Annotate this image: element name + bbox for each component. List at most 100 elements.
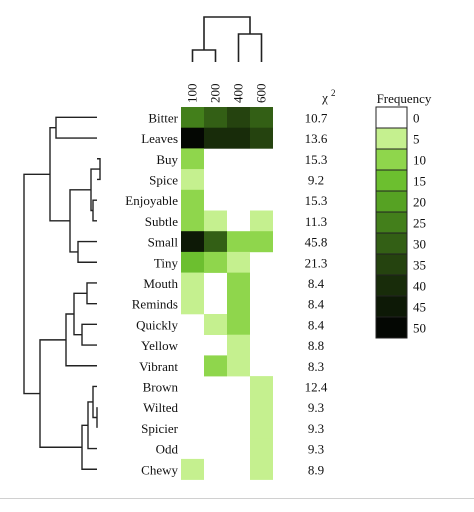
column-label: 400 — [231, 84, 246, 104]
chi-square-value: 8.4 — [308, 297, 325, 312]
heatmap-cell — [250, 438, 273, 460]
column-dendrogram-branch — [203, 16, 251, 50]
column-label: 100 — [185, 84, 200, 104]
legend-tick-label: 15 — [413, 174, 426, 189]
column-label: 600 — [254, 84, 269, 104]
row-dendrogram-branch — [86, 282, 97, 305]
row-label: Subtle — [145, 214, 178, 229]
legend-swatch — [375, 148, 408, 171]
heatmap-cell — [181, 169, 204, 191]
chi-square-value: 9.3 — [308, 421, 324, 436]
legend-tick-label: 10 — [413, 153, 426, 168]
chi-square-value: 15.3 — [305, 193, 328, 208]
chi-square-value: 8.8 — [308, 338, 324, 353]
legend-swatch — [375, 316, 408, 339]
row-label: Tiny — [154, 255, 179, 270]
heatmap-cell — [181, 127, 204, 149]
row-label: Mouth — [143, 276, 178, 291]
row-label: Bitter — [148, 110, 178, 125]
heatmap-cell — [181, 189, 204, 211]
heatmap-cell — [204, 231, 227, 253]
legend-tick-label: 30 — [413, 237, 426, 252]
row-label: Chewy — [141, 462, 178, 477]
chi-square-value: 8.4 — [308, 317, 325, 332]
chi-square-value: 21.3 — [305, 255, 328, 270]
heatmap-cell — [250, 417, 273, 439]
row-dendrogram-branch — [73, 292, 87, 336]
heatmap-cell — [227, 355, 250, 377]
heatmap-cell — [227, 127, 250, 149]
row-label: Reminds — [132, 297, 178, 312]
legend-swatch — [375, 274, 408, 297]
heatmap-cell — [181, 107, 204, 128]
chi-square-value: 45.8 — [305, 235, 328, 250]
row-label: Leaves — [141, 131, 178, 146]
chi-square-value: 9.3 — [308, 400, 324, 415]
chi-square-value: 13.6 — [305, 131, 328, 146]
legend-tick-label: 0 — [413, 111, 420, 126]
legend-swatch — [375, 190, 408, 213]
legend-swatch — [375, 127, 408, 150]
heatmap-cell — [204, 127, 227, 149]
chi-square-value: 9.3 — [308, 442, 324, 457]
legend-tick-label: 40 — [413, 279, 426, 294]
heatmap-cell — [250, 396, 273, 418]
legend-title: Frequency — [377, 91, 432, 106]
row-dendrogram-branch — [69, 189, 91, 253]
heatmap-cell — [204, 210, 227, 232]
heatmap-cell — [181, 293, 204, 315]
chi-square-header: χ — [321, 90, 328, 105]
heatmap-cell — [227, 334, 250, 356]
row-dendrogram-branch — [49, 126, 70, 222]
chi-square-value: 8.9 — [308, 462, 324, 477]
row-label: Small — [148, 235, 179, 250]
row-label: Odd — [156, 442, 179, 457]
legend-swatch — [375, 211, 408, 234]
heatmap-cell — [181, 231, 204, 253]
heatmap-cell — [250, 376, 273, 398]
heatmap-cell — [204, 251, 227, 273]
bottom-divider — [0, 498, 474, 499]
heatmap-cell — [181, 148, 204, 170]
legend-tick-label: 50 — [413, 321, 426, 336]
row-label: Brown — [143, 379, 179, 394]
chi-square-superscript: 2 — [331, 88, 336, 98]
row-dendrogram-branch — [81, 323, 97, 346]
heatmap-cell — [227, 293, 250, 315]
column-dendrogram-branch — [237, 33, 263, 62]
row-label: Buy — [156, 152, 178, 167]
row-dendrogram-branch — [81, 424, 97, 470]
legend-swatch — [375, 253, 408, 276]
legend-tick-label: 45 — [413, 300, 426, 315]
heatmap-cell — [250, 127, 273, 149]
legend-tick-label: 25 — [413, 216, 426, 231]
heatmap-cell — [204, 107, 227, 128]
row-dendrogram-branch — [92, 199, 97, 222]
heatmap-cell — [181, 272, 204, 294]
legend-swatch — [375, 232, 408, 255]
column-dendrogram-branch — [191, 49, 217, 62]
heatmap-cell — [250, 458, 273, 480]
heatmap-cell — [250, 231, 273, 253]
legend-tick-label: 35 — [413, 258, 426, 273]
legend-tick-label: 5 — [413, 132, 420, 147]
heatmap-cell — [250, 107, 273, 128]
column-label: 200 — [208, 84, 223, 104]
heatmap-cell — [227, 231, 250, 253]
heatmap-cell — [181, 458, 204, 480]
row-label: Spicier — [141, 421, 178, 436]
heatmap-cell — [227, 107, 250, 128]
legend-swatch — [375, 106, 408, 129]
heatmap-cell — [181, 210, 204, 232]
heatmap-cell — [181, 251, 204, 273]
heatmap-cell — [227, 314, 250, 335]
chi-square-value: 11.3 — [305, 214, 327, 229]
legend-tick-label: 20 — [413, 195, 426, 210]
row-label: Quickly — [136, 317, 178, 332]
chi-square-value: 12.4 — [305, 379, 328, 394]
chi-square-value: 8.3 — [308, 359, 324, 374]
row-dendrogram-branch — [77, 240, 97, 263]
chi-square-value: 9.2 — [308, 172, 324, 187]
